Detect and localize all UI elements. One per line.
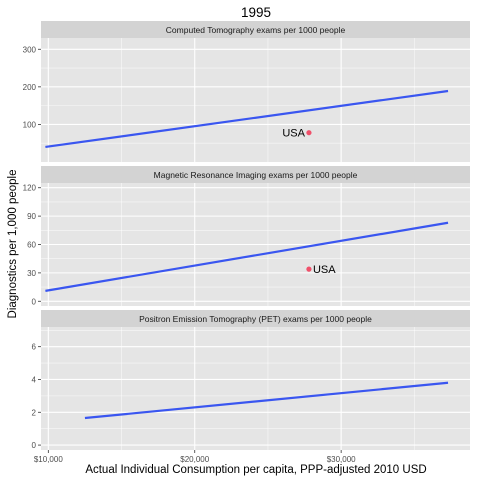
x-axis-label: Actual Individual Consumption per capita…	[85, 464, 426, 476]
x-tick-label: $20,000	[180, 455, 209, 464]
y-axis-label: Diagnostics per 1,000 people	[7, 170, 19, 319]
panel-background	[41, 38, 470, 162]
trend-line	[45, 89, 449, 149]
y-tick-label: 90	[27, 212, 36, 221]
usa-point	[306, 130, 312, 136]
trend-line	[45, 221, 449, 292]
usa-point	[306, 266, 312, 272]
facet-strip-label: Computed Tomography exams per 1000 peopl…	[166, 25, 346, 35]
y-tick-label: 4	[32, 375, 37, 384]
usa-point-label: USA	[313, 264, 336, 276]
x-tick-label: $10,000	[34, 455, 63, 464]
facet-strip-bg	[41, 166, 470, 183]
y-tick-label: 6	[32, 343, 37, 352]
facet-strip-bg	[41, 21, 470, 38]
x-tick-label: $30,000	[327, 455, 356, 464]
facet-strip-label: Positron Emission Tomography (PET) exams…	[139, 314, 372, 324]
facet-panel-2: Magnetic Resonance Imaging exams per 100…	[23, 166, 470, 306]
y-tick-label: 100	[23, 120, 37, 129]
facet-panel-1: Computed Tomography exams per 1000 peopl…	[23, 21, 470, 162]
y-tick-label: 300	[23, 45, 37, 54]
panel-background	[41, 327, 470, 450]
y-tick-label: 60	[27, 241, 36, 250]
trend-line	[84, 381, 449, 420]
facet-panels: Computed Tomography exams per 1000 peopl…	[23, 21, 470, 464]
usa-point-label: USA	[282, 128, 305, 140]
y-tick-label: 120	[23, 184, 37, 193]
y-tick-label: 200	[23, 83, 37, 92]
y-tick-label: 0	[32, 297, 37, 306]
y-tick-label: 0	[32, 441, 37, 450]
chart-title: 1995	[241, 5, 271, 20]
facet-strip-bg	[41, 310, 470, 327]
facet-panel-3: Positron Emission Tomography (PET) exams…	[32, 310, 470, 464]
y-tick-label: 30	[27, 269, 36, 278]
y-tick-label: 2	[32, 408, 37, 417]
facet-strip-label: Magnetic Resonance Imaging exams per 100…	[154, 170, 358, 180]
